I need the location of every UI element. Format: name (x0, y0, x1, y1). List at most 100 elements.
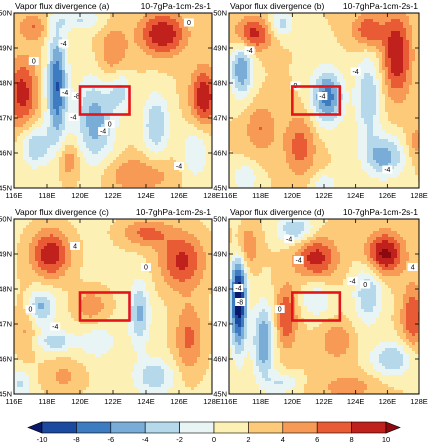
field-cell (200, 82, 204, 86)
field-cell (385, 16, 389, 20)
field-cell (20, 79, 24, 83)
field-cell (170, 25, 174, 29)
field-cell (298, 37, 302, 41)
field-cell (310, 52, 314, 56)
field-cell (38, 136, 42, 140)
field-cell (20, 106, 24, 110)
field-cell (343, 22, 347, 26)
field-cell (80, 64, 84, 68)
field-cell (29, 43, 33, 47)
field-cell (29, 106, 33, 110)
field-cell (47, 181, 51, 185)
field-cell (137, 124, 141, 128)
field-cell (44, 16, 48, 20)
field-cell (35, 37, 39, 41)
field-cell (104, 157, 108, 161)
field-cell (355, 55, 359, 59)
field-cell (74, 82, 78, 86)
field-cell (268, 28, 272, 32)
field-cell (35, 106, 39, 110)
field-cell (92, 184, 96, 188)
field-cell (316, 37, 320, 41)
field-cell (113, 163, 117, 167)
field-cell (86, 181, 90, 185)
field-cell (182, 106, 186, 110)
field-cell (343, 37, 347, 41)
field-cell (71, 178, 75, 182)
field-cell (104, 145, 108, 149)
field-cell (385, 58, 389, 62)
field-cell (89, 142, 93, 146)
field-cell (346, 34, 350, 38)
field-cell (352, 52, 356, 56)
field-cell (286, 37, 290, 41)
field-cell (194, 94, 198, 98)
field-cell (298, 22, 302, 26)
field-cell (152, 103, 156, 107)
field-cell (50, 64, 54, 68)
field-cell (80, 37, 84, 41)
field-cell (56, 85, 60, 89)
field-cell (119, 100, 123, 104)
field-cell (38, 46, 42, 50)
field-cell (134, 73, 138, 77)
field-cell (128, 172, 132, 176)
y-tick-label: 48N (0, 79, 12, 88)
field-cell (134, 181, 138, 185)
field-cell (41, 16, 45, 20)
field-cell (128, 115, 132, 119)
field-cell (149, 181, 153, 185)
field-cell (259, 28, 263, 32)
field-cell (188, 25, 192, 29)
field-cell (209, 175, 212, 179)
field-cell (173, 79, 177, 83)
field-cell (403, 40, 407, 44)
field-cell (191, 112, 195, 116)
field-cell (38, 154, 42, 158)
field-cell (47, 124, 51, 128)
field-cell (403, 58, 407, 62)
field-cell (20, 25, 24, 29)
field-cell (194, 187, 198, 188)
field-cell (271, 43, 275, 47)
field-cell (50, 133, 54, 137)
field-cell (140, 67, 144, 71)
field-cell (194, 148, 198, 152)
field-cell (92, 175, 96, 179)
field-cell (355, 25, 359, 29)
field-cell (116, 166, 120, 170)
field-cell (289, 52, 293, 56)
field-cell (47, 94, 51, 98)
field-cell (200, 163, 204, 167)
field-cell (155, 184, 159, 188)
field-cell (68, 31, 72, 35)
field-cell (77, 49, 81, 53)
field-cell (65, 133, 69, 137)
field-cell (203, 127, 207, 131)
field-cell (397, 55, 401, 59)
field-cell (53, 130, 57, 134)
field-cell (23, 184, 27, 188)
field-cell (68, 61, 72, 65)
field-cell (74, 169, 78, 173)
field-cell (322, 52, 326, 56)
field-cell (104, 73, 108, 77)
field-cell (164, 40, 168, 44)
field-cell (164, 124, 168, 128)
field-cell (185, 46, 189, 50)
field-cell (23, 133, 27, 137)
field-cell (182, 85, 186, 89)
field-cell (322, 22, 326, 26)
field-cell (179, 151, 183, 155)
field-cell (47, 160, 51, 164)
field-cell (349, 28, 353, 32)
field-cell (101, 136, 105, 140)
field-cell (137, 49, 141, 53)
field-cell (107, 58, 111, 62)
field-cell (74, 67, 78, 71)
field-cell (131, 91, 135, 95)
field-cell (137, 28, 141, 32)
field-cell (80, 13, 84, 17)
field-cell (122, 40, 126, 44)
field-cell (146, 79, 150, 83)
